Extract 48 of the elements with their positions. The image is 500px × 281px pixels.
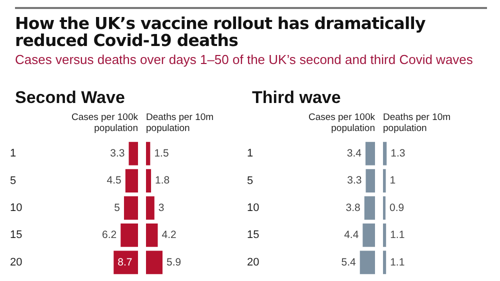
bar [146, 142, 150, 166]
data-label: 1.1 [390, 256, 405, 268]
data-label: 4.4 [344, 229, 359, 242]
y-tick-label: 15 [10, 229, 22, 242]
y-tick-label: 5 [247, 174, 254, 187]
y-tick-label: 15 [247, 229, 260, 242]
y-tick-label: 1 [247, 148, 254, 160]
data-label: 1 [390, 174, 396, 187]
data-label: 3.4 [346, 147, 362, 160]
y-tick-label: 10 [247, 202, 260, 214]
series-label: Deaths per 10m population [146, 112, 215, 134]
bar [114, 250, 138, 274]
series-label: Cases per 100k population [70, 112, 138, 134]
series-label: Deaths per 10m population [383, 112, 452, 134]
text: Cases versus deaths over days 1–50 of the UK’s second and third Covid waves [15, 52, 474, 67]
y-tick-label: 10 [10, 202, 22, 214]
text: How the UK’s vaccine rollout has dramatically reduced Covid-19 deaths [15, 14, 426, 50]
data-label: 3.3 [347, 174, 362, 187]
y-tick-label: 20 [10, 256, 22, 268]
data-label: 1.1 [390, 229, 405, 242]
y-tick-label: 5 [10, 174, 16, 187]
data-label: 5 [114, 202, 120, 214]
data-label: 5.9 [166, 256, 182, 268]
y-tick-label: 20 [247, 256, 260, 268]
chart-title: Second Wave [15, 88, 125, 108]
data-label: 0.9 [390, 202, 404, 214]
bar [128, 142, 138, 166]
bar [146, 224, 158, 247]
data-label: 1.8 [155, 174, 170, 187]
series-label: Cases per 100k population [307, 112, 375, 134]
data-label: 5.4 [341, 256, 356, 268]
bar [146, 196, 154, 220]
data-label: 4.2 [162, 229, 177, 242]
bar [146, 250, 163, 274]
bar [125, 169, 138, 192]
data-label: 6.2 [102, 229, 117, 242]
data-label: 3.3 [110, 147, 125, 160]
data-label: 3.8 [346, 202, 361, 214]
data-label: 8.7 [118, 256, 132, 268]
data-label: 1.5 [154, 147, 169, 160]
bar [124, 196, 138, 220]
data-label: 1.3 [390, 147, 406, 160]
bar [120, 224, 138, 247]
data-label: 3 [158, 202, 164, 214]
bar [146, 169, 152, 192]
chart-title: Third wave [252, 88, 341, 108]
data-label: 4.5 [106, 174, 122, 187]
y-tick-label: 1 [10, 148, 16, 160]
